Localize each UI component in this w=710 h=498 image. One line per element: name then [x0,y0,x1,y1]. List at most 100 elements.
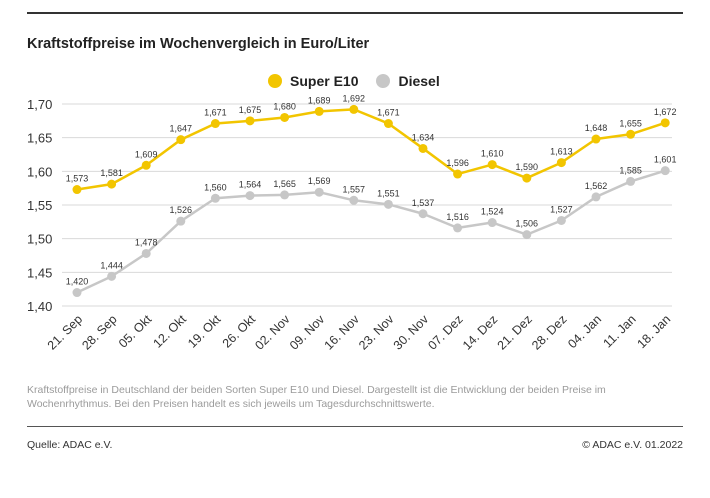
data-label-super: 1,671 [204,108,227,118]
data-label-diesel: 1,560 [204,182,227,192]
data-label-super: 1,689 [308,95,331,105]
data-label-super: 1,655 [619,118,642,128]
data-point-diesel [522,230,532,240]
data-label-super: 1,647 [170,124,193,134]
data-point-super [660,118,670,128]
x-tick-label: 11. Jan [600,312,638,350]
data-label-diesel: 1,420 [66,277,89,287]
data-label-super: 1,672 [654,107,677,117]
data-label-super: 1,692 [343,93,366,103]
data-point-super [453,169,463,179]
data-label-diesel: 1,506 [516,219,539,229]
x-tick-label: 16. Nov [322,312,363,353]
legend-swatch-super [268,74,282,88]
data-point-diesel [107,271,117,281]
data-label-super: 1,680 [273,101,296,111]
x-tick-label: 28. Dez [529,312,569,352]
data-point-diesel [176,216,186,226]
y-tick-label: 1,65 [27,131,52,146]
chart-caption: Kraftstoffpreise in Deutschland der beid… [27,384,606,410]
data-point-diesel [245,191,255,201]
x-tick-label: 26. Okt [220,312,259,351]
top-rule [27,12,683,14]
data-label-diesel: 1,557 [343,184,366,194]
data-point-diesel [418,209,428,219]
data-label-diesel: 1,562 [585,181,608,191]
legend-item-super: Super E10 [268,73,358,89]
data-point-super [383,119,393,129]
legend: Super E10 Diesel [268,73,458,89]
x-tick-label: 14. Dez [460,312,500,352]
data-label-super: 1,634 [412,132,435,142]
data-label-super: 1,596 [446,158,469,168]
data-point-diesel [349,195,359,205]
data-label-super: 1,613 [550,147,573,157]
data-label-diesel: 1,585 [619,165,642,175]
data-label-super: 1,648 [585,123,608,133]
data-label-super: 1,609 [135,149,158,159]
data-point-diesel [626,176,636,186]
y-tick-label: 1,55 [27,198,52,213]
data-point-diesel [210,193,220,203]
x-tick-label: 28. Sep [79,312,119,352]
bottom-rule [27,426,683,427]
data-point-super [556,158,566,168]
x-tick-label: 30. Nov [391,312,432,353]
data-label-super: 1,581 [100,168,123,178]
data-point-super [591,134,601,144]
data-label-diesel: 1,478 [135,237,158,247]
data-label-super: 1,675 [239,105,262,115]
copyright-note: © ADAC e.V. 01.2022 [582,439,683,451]
data-label-super: 1,610 [481,149,504,159]
y-tick-label: 1,50 [27,232,52,247]
x-tick-label: 23. Nov [356,312,397,353]
y-tick-label: 1,45 [27,265,52,280]
data-point-diesel [280,190,290,200]
data-point-diesel [314,187,324,197]
data-point-super [210,119,220,129]
data-point-diesel [556,215,566,225]
data-label-diesel: 1,601 [654,155,677,165]
y-tick-label: 1,70 [27,97,52,112]
data-label-super: 1,573 [66,174,89,184]
y-tick-label: 1,40 [27,299,52,314]
data-point-super [107,179,117,189]
data-point-diesel [591,192,601,202]
y-tick-label: 1,60 [27,164,52,179]
data-point-diesel [487,218,497,228]
series-line-diesel [76,169,666,294]
data-label-diesel: 1,537 [412,198,435,208]
x-tick-label: 02. Nov [252,312,293,353]
data-point-diesel [141,248,151,258]
data-point-super [314,106,324,116]
data-point-super [245,116,255,126]
chart-title: Kraftstoffpreise im Wochenvergleich in E… [27,36,370,52]
data-label-diesel: 1,516 [446,212,469,222]
data-point-super [141,160,151,170]
data-label-diesel: 1,524 [481,207,504,217]
x-tick-label: 09. Nov [287,312,328,353]
x-tick-label: 12. Okt [151,312,190,351]
data-point-super [487,160,497,170]
data-label-super: 1,590 [516,162,539,172]
data-point-super [522,173,532,183]
data-point-super [418,143,428,153]
data-point-super [280,112,290,122]
data-point-super [72,185,82,195]
legend-swatch-diesel [376,74,391,88]
data-label-diesel: 1,569 [308,176,331,186]
data-label-diesel: 1,527 [550,204,573,214]
source-note: Quelle: ADAC e.V. [27,439,113,451]
x-tick-label: 19. Okt [185,312,224,351]
data-point-super [349,104,359,114]
x-tick-label: 21. Dez [495,312,535,352]
x-tick-label: 21. Sep [45,312,85,352]
legend-item-diesel: Diesel [376,73,440,89]
data-label-diesel: 1,444 [100,260,123,270]
data-point-diesel [72,288,82,298]
data-point-diesel [660,166,670,176]
x-tick-label: 18. Jan [634,312,673,351]
data-label-super: 1,671 [377,108,400,118]
data-point-super [626,129,636,139]
legend-label-super: Super E10 [290,73,359,89]
